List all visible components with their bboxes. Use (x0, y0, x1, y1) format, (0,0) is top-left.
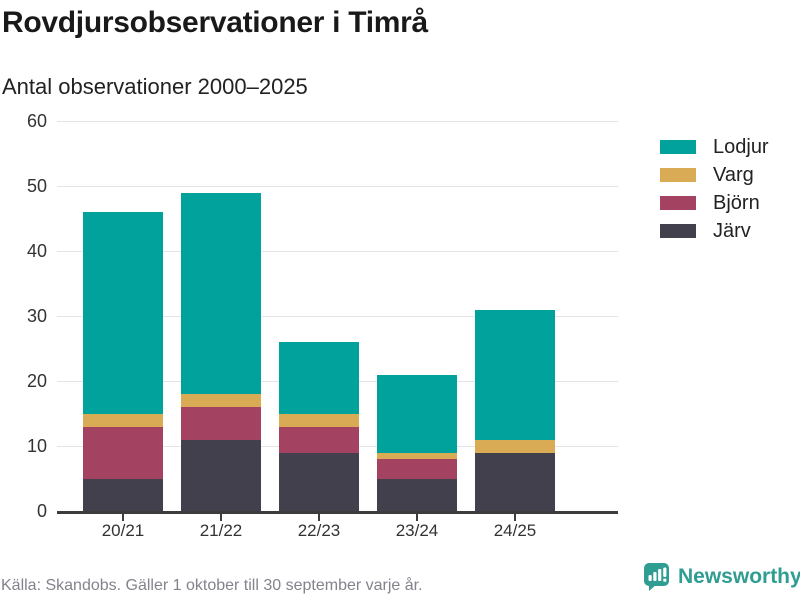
x-tick-21-22 (220, 514, 222, 521)
gridline-60 (57, 121, 618, 122)
y-tick-label-0: 0 (36, 501, 47, 521)
bar-segment-21-22-järv (181, 439, 261, 511)
bar-segment-23-24-lodjur (377, 374, 457, 453)
x-tick-label-22-23: 22/23 (297, 521, 341, 540)
bar-segment-23-24-björn (377, 459, 457, 479)
brand-name: Newsworthy (678, 565, 800, 588)
page-title: Rovdjursobservationer i Timrå (2, 6, 428, 39)
x-tick-22-23 (318, 514, 320, 521)
plot-area (57, 121, 618, 514)
legend-item-björn: Björn (660, 189, 769, 217)
bar-segment-20-21-björn (83, 426, 163, 479)
gridline-50 (57, 186, 618, 187)
y-tick-label-30: 30 (26, 306, 47, 326)
y-tick-label-50: 50 (26, 176, 47, 196)
y-tick-label-10: 10 (26, 436, 47, 456)
bar-segment-22-23-lodjur (279, 342, 359, 414)
bar-segment-22-23-björn (279, 426, 359, 453)
legend-label-varg: Varg (713, 163, 754, 186)
x-tick-23-24 (416, 514, 418, 521)
bar-segment-22-23-varg (279, 413, 359, 427)
legend-item-järv: Järv (660, 217, 769, 245)
bar-segment-23-24-järv (377, 478, 457, 511)
y-tick-label-20: 20 (26, 371, 47, 391)
x-tick-20-21 (122, 514, 124, 521)
y-tick-label-40: 40 (26, 241, 47, 261)
chart-subtitle: Antal observationer 2000–2025 (2, 74, 308, 99)
bar-segment-21-22-varg (181, 394, 261, 407)
legend-swatch-järv (660, 224, 696, 238)
x-tick-label-24-25: 24/25 (493, 521, 537, 540)
gridline-40 (57, 251, 618, 252)
y-tick-label-60: 60 (26, 111, 47, 131)
bar-segment-21-22-björn (181, 407, 261, 440)
legend-item-varg: Varg (660, 161, 769, 189)
brand-logo: Newsworthy (643, 562, 800, 592)
bar-segment-20-21-varg (83, 413, 163, 427)
newsworthy-icon (644, 563, 669, 591)
bar-segment-23-24-varg (377, 452, 457, 459)
legend-swatch-lodjur (660, 140, 696, 154)
legend-swatch-björn (660, 196, 696, 210)
source-note: Källa: Skandobs. Gäller 1 oktober till 3… (1, 577, 423, 594)
bar-segment-22-23-järv (279, 452, 359, 511)
x-tick-24-25 (514, 514, 516, 521)
bar-segment-24-25-järv (475, 452, 555, 511)
bar-segment-20-21-lodjur (83, 212, 163, 414)
gridline-30 (57, 316, 618, 317)
legend-swatch-varg (660, 168, 696, 182)
legend-label-björn: Björn (713, 191, 760, 214)
legend-label-järv: Järv (713, 219, 751, 242)
legend: Lodjur Varg Björn Järv (660, 133, 769, 245)
bar-segment-24-25-lodjur (475, 309, 555, 440)
x-tick-label-23-24: 23/24 (395, 521, 439, 540)
x-tick-label-21-22: 21/22 (199, 521, 243, 540)
legend-label-lodjur: Lodjur (713, 135, 769, 158)
bar-segment-20-21-järv (83, 478, 163, 511)
bar-segment-24-25-varg (475, 439, 555, 453)
bar-segment-21-22-lodjur (181, 192, 261, 394)
x-tick-label-20-21: 20/21 (101, 521, 145, 540)
legend-item-lodjur: Lodjur (660, 133, 769, 161)
